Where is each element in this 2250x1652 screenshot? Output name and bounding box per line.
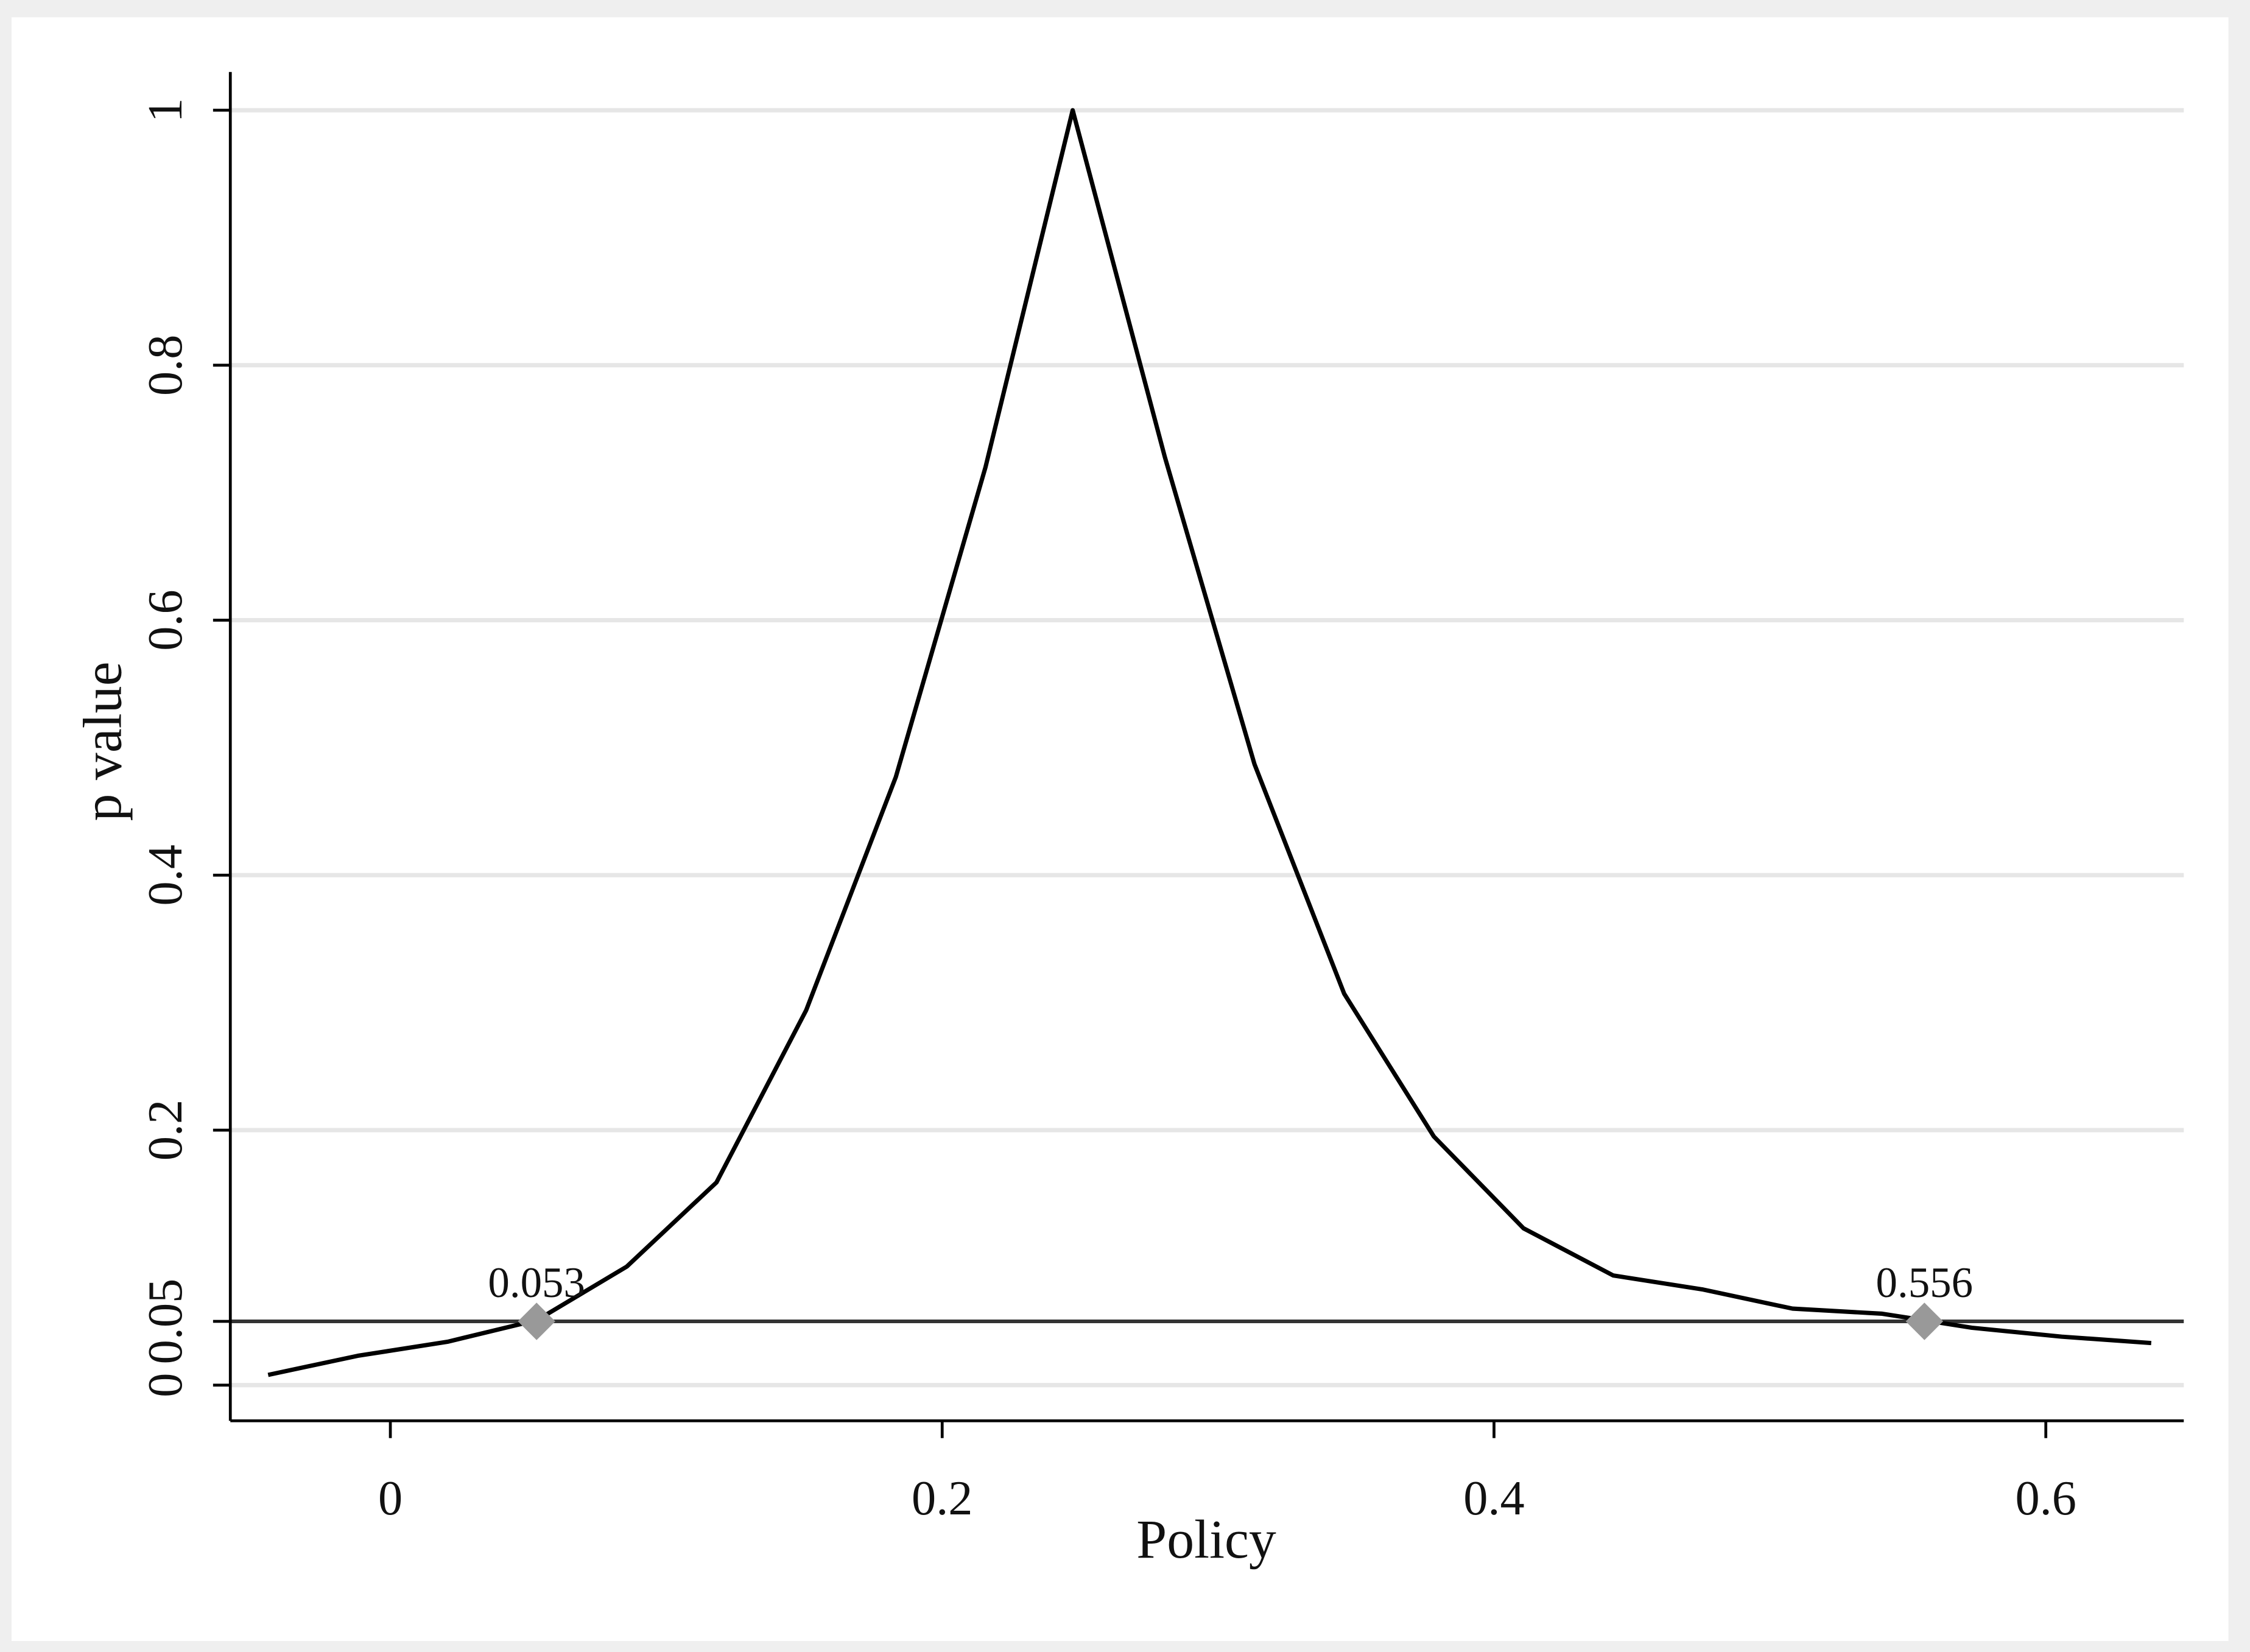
graph-region <box>11 17 2229 1642</box>
y-tick-label: 0.8 <box>138 335 192 396</box>
y-tick-label: 0 <box>138 1373 192 1397</box>
x-tick-label: 0.6 <box>2015 1471 2076 1525</box>
y-tick-label: 0.2 <box>138 1100 192 1161</box>
y-tick-label: 0.4 <box>138 845 192 905</box>
y-tick-label: 0.05 <box>138 1279 192 1365</box>
x-tick-label: 0 <box>378 1471 403 1525</box>
marker-label: 0.556 <box>1876 1259 1974 1307</box>
x-tick-label: 0.4 <box>1463 1471 1524 1525</box>
data-line <box>267 108 2152 1377</box>
y-tick-label: 0.6 <box>138 589 192 650</box>
x-axis-title: Policy <box>1136 1510 1276 1570</box>
marker-label: 0.053 <box>488 1259 585 1307</box>
x-tick-label: 0.2 <box>912 1471 972 1525</box>
y-axis-title: p value <box>73 662 133 821</box>
y-tick-label: 1 <box>138 98 192 122</box>
